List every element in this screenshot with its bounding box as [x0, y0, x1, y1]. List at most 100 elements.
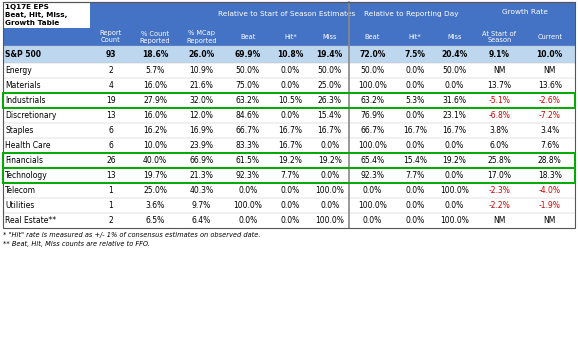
Text: 100.0%: 100.0% — [358, 81, 387, 90]
Text: 15.4%: 15.4% — [318, 111, 342, 120]
Bar — [3, 2, 90, 28]
Text: 10.0%: 10.0% — [143, 141, 167, 150]
Text: 0.0%: 0.0% — [238, 186, 257, 195]
Text: 26.0%: 26.0% — [188, 50, 214, 59]
Text: 0.0%: 0.0% — [281, 201, 300, 210]
Text: Technology: Technology — [5, 171, 48, 180]
Text: 7.5%: 7.5% — [405, 50, 425, 59]
Text: 0.0%: 0.0% — [363, 216, 382, 225]
Text: 0.0%: 0.0% — [281, 111, 300, 120]
Text: 50.0%: 50.0% — [317, 66, 342, 75]
Text: 6: 6 — [109, 126, 113, 135]
Bar — [3, 63, 575, 78]
Text: 0.0%: 0.0% — [445, 141, 464, 150]
Text: 0.0%: 0.0% — [445, 171, 464, 180]
Text: Staples: Staples — [5, 126, 34, 135]
Text: 40.3%: 40.3% — [190, 186, 213, 195]
Text: 9.7%: 9.7% — [192, 201, 211, 210]
Text: -5.1%: -5.1% — [488, 96, 510, 105]
Text: Beat: Beat — [365, 34, 380, 40]
Text: Hit*: Hit* — [409, 34, 421, 40]
Text: Telecom: Telecom — [5, 186, 36, 195]
Text: 12.0%: 12.0% — [190, 111, 213, 120]
Text: 69.9%: 69.9% — [235, 50, 261, 59]
Bar — [3, 153, 575, 168]
Text: -4.0%: -4.0% — [539, 186, 561, 195]
Text: 0.0%: 0.0% — [406, 66, 425, 75]
Text: 92.3%: 92.3% — [361, 171, 384, 180]
Text: Hit*: Hit* — [284, 34, 297, 40]
Text: NM: NM — [493, 66, 506, 75]
Text: 100.0%: 100.0% — [315, 216, 344, 225]
Bar — [132, 28, 178, 46]
Bar — [3, 153, 575, 168]
Bar — [3, 93, 575, 108]
Text: 19.2%: 19.2% — [443, 156, 466, 165]
Text: 20.4%: 20.4% — [442, 50, 468, 59]
Text: 1: 1 — [109, 186, 113, 195]
Text: 0.0%: 0.0% — [406, 201, 425, 210]
Text: 6.4%: 6.4% — [192, 216, 211, 225]
Text: 19.7%: 19.7% — [143, 171, 167, 180]
Text: 66.7%: 66.7% — [236, 126, 260, 135]
Text: Current: Current — [538, 34, 562, 40]
Bar — [3, 28, 90, 46]
Text: 26.3%: 26.3% — [318, 96, 342, 105]
Text: 31.6%: 31.6% — [442, 96, 466, 105]
Text: 19.4%: 19.4% — [317, 50, 343, 59]
Text: 23.1%: 23.1% — [443, 111, 466, 120]
Text: % MCap
Reported: % MCap Reported — [186, 31, 217, 43]
Text: 50.0%: 50.0% — [442, 66, 466, 75]
Text: Growth Rate: Growth Rate — [502, 9, 547, 15]
Bar — [224, 2, 349, 28]
Text: 100.0%: 100.0% — [358, 141, 387, 150]
Text: 0.0%: 0.0% — [406, 111, 425, 120]
Text: 7.6%: 7.6% — [540, 141, 560, 150]
Text: 7.7%: 7.7% — [406, 171, 425, 180]
Text: 10.8%: 10.8% — [277, 50, 303, 59]
Text: 0.0%: 0.0% — [406, 141, 425, 150]
Text: 3.4%: 3.4% — [540, 126, 560, 135]
Text: 2: 2 — [109, 66, 113, 75]
Text: 3.8%: 3.8% — [490, 126, 509, 135]
Text: 65.4%: 65.4% — [360, 156, 384, 165]
Bar — [90, 28, 132, 46]
Text: 5.3%: 5.3% — [406, 96, 425, 105]
Text: 15.4%: 15.4% — [403, 156, 427, 165]
Text: 0.0%: 0.0% — [445, 201, 464, 210]
Text: NM: NM — [493, 216, 506, 225]
Bar — [224, 28, 271, 46]
Text: -1.9%: -1.9% — [539, 201, 561, 210]
Text: 0.0%: 0.0% — [320, 201, 339, 210]
Text: 13: 13 — [106, 171, 116, 180]
Text: 16.7%: 16.7% — [279, 141, 302, 150]
Text: 0.0%: 0.0% — [320, 141, 339, 150]
Bar — [474, 28, 524, 46]
Text: 9.1%: 9.1% — [489, 50, 510, 59]
Text: 92.3%: 92.3% — [236, 171, 260, 180]
Text: NM: NM — [543, 66, 556, 75]
Bar — [310, 28, 349, 46]
Text: 76.9%: 76.9% — [360, 111, 384, 120]
Text: Miss: Miss — [447, 34, 462, 40]
Text: 1Q17E EPS
Beat, Hit, Miss,
Growth Table: 1Q17E EPS Beat, Hit, Miss, Growth Table — [5, 4, 68, 26]
Text: Real Estate**: Real Estate** — [5, 216, 56, 225]
Bar — [3, 198, 575, 213]
Text: 4: 4 — [109, 81, 113, 90]
Text: * "Hit" rate is measured as +/- 1% of consensus estimates on observed date.: * "Hit" rate is measured as +/- 1% of co… — [3, 232, 261, 238]
Text: 0.0%: 0.0% — [406, 186, 425, 195]
Text: 6.5%: 6.5% — [146, 216, 165, 225]
Bar — [3, 168, 575, 183]
Text: 16.0%: 16.0% — [143, 81, 167, 90]
Text: 72.0%: 72.0% — [360, 50, 386, 59]
Text: Discretionary: Discretionary — [5, 111, 57, 120]
Text: 1: 1 — [109, 201, 113, 210]
Text: Materials: Materials — [5, 81, 40, 90]
Text: 13: 13 — [106, 111, 116, 120]
Text: Relative to Start of Season Estimates: Relative to Start of Season Estimates — [218, 11, 355, 17]
Text: 13.7%: 13.7% — [487, 81, 512, 90]
Text: 83.3%: 83.3% — [236, 141, 260, 150]
Text: 28.8%: 28.8% — [538, 156, 562, 165]
Bar — [3, 46, 575, 63]
Text: 16.2%: 16.2% — [143, 126, 167, 135]
